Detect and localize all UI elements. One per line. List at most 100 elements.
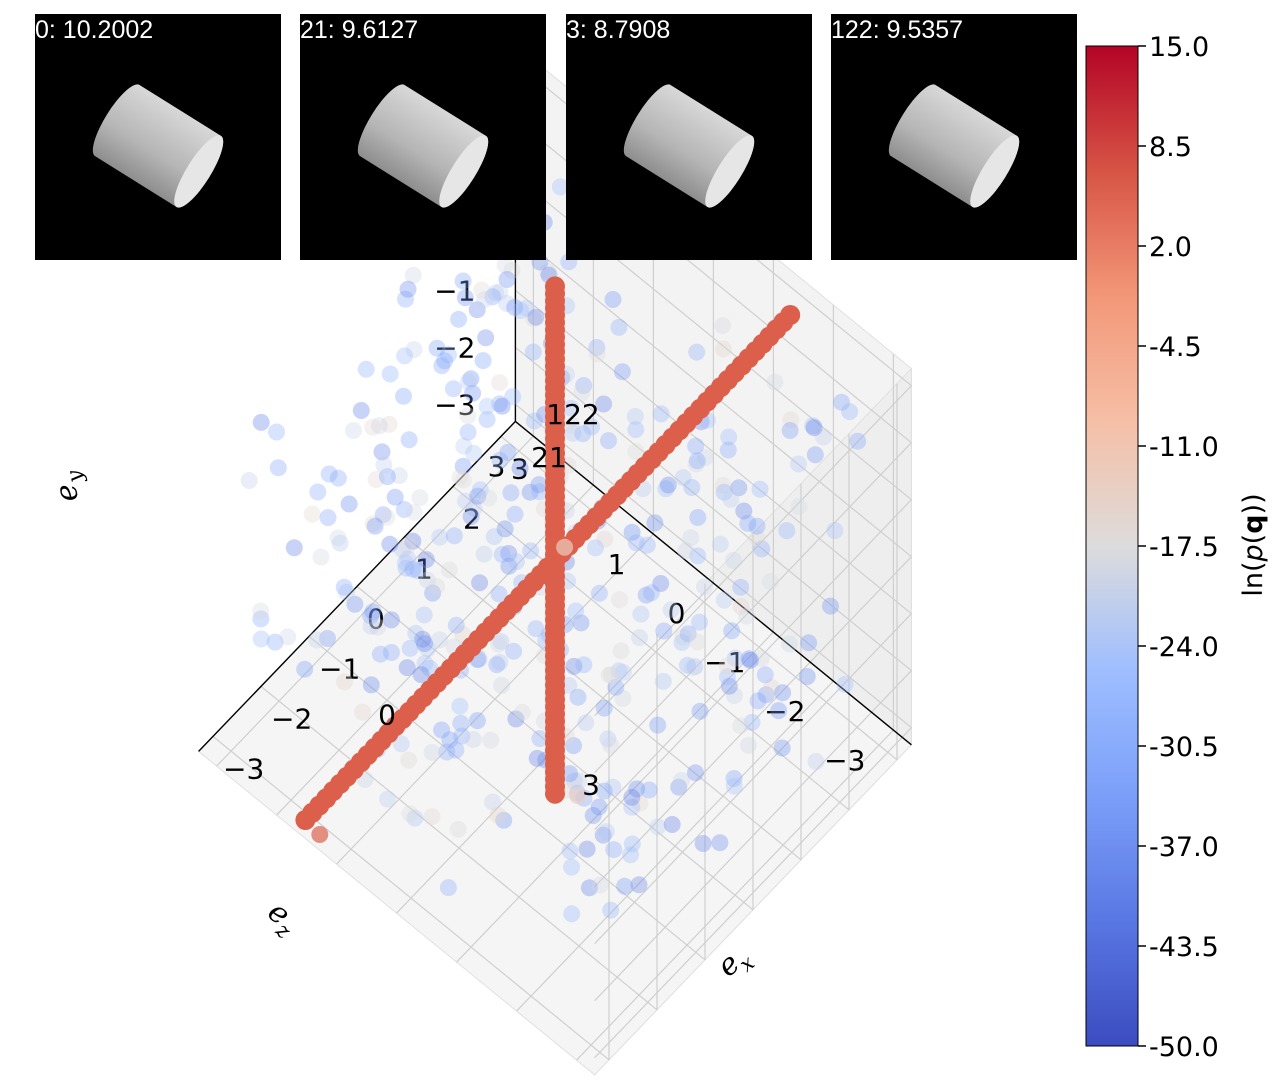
background-point [396, 554, 414, 572]
background-point [763, 678, 780, 696]
colorbar-label-p: p [1238, 544, 1269, 562]
background-point [418, 571, 436, 589]
z-tick-label: −3 [824, 744, 865, 777]
background-point [468, 712, 486, 730]
background-point [459, 423, 477, 441]
background-point [449, 820, 467, 838]
colorbar-label-q: q [1238, 514, 1269, 533]
background-point [490, 635, 507, 653]
background-point [657, 480, 675, 498]
background-point [623, 788, 641, 806]
cylinder-cap [705, 135, 755, 208]
background-point [439, 879, 457, 897]
thumbnail-21: 21: 9.6127 [300, 14, 546, 260]
background-point [628, 780, 646, 798]
background-point [374, 506, 392, 524]
background-point [499, 443, 517, 461]
background-point [682, 529, 700, 547]
background-point [588, 345, 606, 363]
background-point [604, 778, 622, 796]
background-point [637, 586, 655, 604]
background-point [487, 284, 505, 302]
background-point [407, 624, 425, 642]
background-point [459, 373, 477, 391]
cylinder-shape [888, 84, 1020, 208]
background-point [770, 702, 788, 720]
background-point [401, 639, 419, 657]
background-point [595, 395, 613, 413]
y-tick-label: −1 [434, 274, 475, 307]
background-point [578, 840, 596, 858]
background-point [362, 607, 380, 625]
cylinder-shape [92, 84, 224, 208]
background-point [642, 584, 660, 602]
background-point [583, 418, 601, 436]
background-point [491, 451, 509, 469]
background-point [600, 432, 617, 450]
background-point [340, 495, 358, 513]
background-point [525, 412, 543, 430]
background-point [424, 584, 442, 602]
data-points [240, 178, 867, 923]
background-point [491, 374, 509, 392]
background-point [684, 659, 701, 677]
background-point [732, 597, 750, 615]
background-point [561, 765, 579, 783]
background-point [530, 476, 548, 494]
background-point [631, 794, 649, 812]
background-point [395, 501, 413, 518]
background-point [599, 730, 617, 748]
background-point [614, 689, 632, 707]
background-point [438, 743, 456, 761]
background-point [691, 613, 708, 631]
background-point [565, 657, 583, 675]
background-point [308, 631, 326, 649]
background-point [584, 807, 602, 824]
background-point [500, 545, 518, 562]
background-point [381, 365, 399, 383]
background-point [531, 730, 549, 748]
background-point [723, 622, 741, 640]
background-point [627, 421, 645, 439]
thumbnail-caption: 3: 8.7908 [566, 16, 671, 44]
background-point [399, 537, 417, 555]
background-point [649, 716, 667, 734]
y-tick-label: −3 [434, 388, 475, 421]
colorbar-tick-label: 2.0 [1149, 232, 1192, 263]
background-point [694, 835, 712, 852]
background-point [714, 477, 732, 494]
background-point [752, 649, 770, 667]
background-point [511, 459, 529, 477]
background-point [711, 535, 729, 553]
z-tick-label: 1 [608, 548, 626, 581]
background-point [471, 574, 489, 592]
background-point [484, 288, 502, 306]
background-point [757, 686, 775, 704]
background-point [575, 656, 593, 674]
background-point [590, 798, 608, 816]
background-point [498, 271, 516, 288]
y-tick-label: −2 [434, 331, 475, 364]
background-point [506, 505, 524, 523]
cylinder-render [623, 84, 755, 208]
background-point [474, 352, 492, 370]
background-point [577, 714, 595, 732]
z-axis-label-sub: z [270, 917, 295, 944]
background-point [732, 578, 750, 596]
background-point [574, 425, 592, 443]
background-point [508, 553, 525, 571]
background-point [382, 611, 400, 629]
background-point [447, 741, 465, 759]
background-point [719, 441, 737, 459]
background-point [399, 280, 417, 298]
background-point [814, 428, 832, 446]
background-point [393, 541, 411, 559]
background-point [436, 352, 454, 370]
colorbar-tick-label: -4.5 [1149, 332, 1202, 363]
background-point [773, 739, 791, 757]
background-point [423, 743, 441, 761]
background-point [493, 397, 511, 415]
z-tick-label: −1 [704, 646, 745, 679]
background-point [800, 634, 818, 652]
colorbar-tick-label: -43.5 [1149, 932, 1219, 963]
